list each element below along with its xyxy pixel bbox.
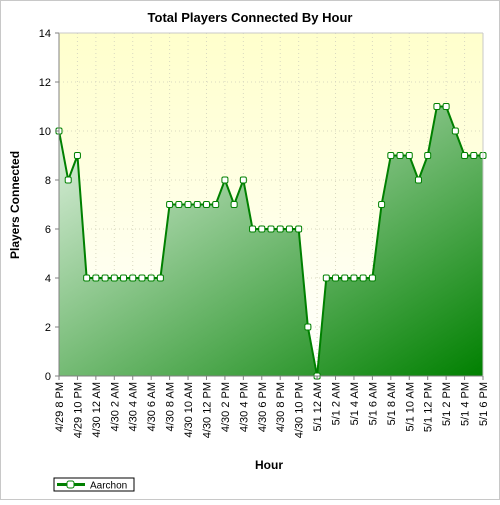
legend: Aarchon xyxy=(53,477,135,492)
data-point xyxy=(221,176,229,184)
data-point xyxy=(120,274,128,282)
legend-box xyxy=(53,477,135,492)
y-tick-label: 12 xyxy=(39,77,51,89)
x-tick-label: 5/1 6 PM xyxy=(478,382,490,426)
x-tick-label: 5/1 4 PM xyxy=(460,382,472,426)
data-point xyxy=(239,176,247,184)
x-tick-label: 5/1 12 PM xyxy=(423,382,435,432)
data-point xyxy=(166,201,174,208)
data-point xyxy=(230,201,238,208)
x-tick-label: 4/30 12 AM xyxy=(91,382,103,438)
x-tick-label: 4/30 2 PM xyxy=(220,382,232,432)
data-point xyxy=(83,274,91,282)
x-tick-label: 5/1 4 AM xyxy=(349,382,361,425)
x-tick-label: 4/30 6 AM xyxy=(146,382,158,432)
x-tick-label: 4/30 4 AM xyxy=(128,382,140,432)
data-point xyxy=(451,127,459,135)
y-tick-label: 0 xyxy=(45,371,51,383)
x-tick-label: 4/29 10 PM xyxy=(72,382,84,438)
data-point xyxy=(461,152,469,159)
data-point xyxy=(129,274,137,282)
data-point xyxy=(92,274,100,282)
data-point xyxy=(396,152,404,159)
y-tick-label: 10 xyxy=(39,126,51,138)
data-point xyxy=(359,274,367,282)
data-point xyxy=(304,323,312,331)
x-tick-label: 5/1 12 AM xyxy=(312,382,324,432)
y-tick-label: 8 xyxy=(45,175,51,187)
data-point xyxy=(101,274,109,282)
data-point xyxy=(470,152,478,159)
data-point xyxy=(341,274,349,282)
data-point xyxy=(249,225,257,233)
data-point xyxy=(258,225,266,233)
x-tick-label: 5/1 2 PM xyxy=(441,382,453,426)
y-tick-label: 2 xyxy=(45,322,51,334)
x-tick-label: 4/30 2 AM xyxy=(109,382,121,432)
data-point xyxy=(350,274,358,282)
x-axis-label: Hour xyxy=(255,458,283,472)
data-point xyxy=(433,103,441,110)
data-point xyxy=(332,274,340,282)
x-tick-label: 4/30 10 PM xyxy=(294,382,306,438)
data-point xyxy=(64,176,72,184)
data-point xyxy=(322,274,330,282)
legend-marker-swatch xyxy=(66,480,75,489)
y-axis-label: Players Connected xyxy=(8,151,22,259)
x-tick-label: 4/30 6 PM xyxy=(257,382,269,432)
x-tick-label: 5/1 6 AM xyxy=(367,382,379,425)
y-tick-label: 14 xyxy=(39,28,51,40)
data-point xyxy=(156,274,164,282)
legend-label: Aarchon xyxy=(90,481,127,492)
x-tick-label: 4/30 10 AM xyxy=(183,382,195,438)
data-point xyxy=(387,152,395,159)
data-point xyxy=(138,274,146,282)
x-tick-label: 5/1 10 AM xyxy=(404,382,416,432)
data-point xyxy=(212,201,220,208)
data-point xyxy=(193,201,201,208)
chart-title: Total Players Connected By Hour xyxy=(148,10,353,25)
x-tick-label: 5/1 8 AM xyxy=(386,382,398,425)
data-point xyxy=(267,225,275,233)
x-tick-label: 4/30 8 PM xyxy=(275,382,287,432)
data-point xyxy=(378,201,386,208)
data-point xyxy=(73,152,81,159)
x-tick-label: 4/30 4 PM xyxy=(238,382,250,432)
data-point xyxy=(405,152,413,159)
data-point xyxy=(414,176,422,184)
data-point xyxy=(442,103,450,110)
data-point xyxy=(147,274,155,282)
data-point xyxy=(184,201,192,208)
data-point xyxy=(202,201,210,208)
x-tick-label: 4/30 8 AM xyxy=(165,382,177,432)
x-tick-label: 4/30 12 PM xyxy=(201,382,213,438)
data-point xyxy=(424,152,432,159)
data-point xyxy=(285,225,293,233)
x-tick-label: 5/1 2 AM xyxy=(331,382,343,425)
data-point xyxy=(110,274,118,282)
series-area xyxy=(59,106,483,376)
y-tick-label: 6 xyxy=(45,224,51,236)
y-tick-label: 4 xyxy=(45,273,51,285)
x-tick-label: 4/29 8 PM xyxy=(54,382,66,432)
data-point xyxy=(175,201,183,208)
data-point xyxy=(368,274,376,282)
data-point xyxy=(295,225,303,233)
data-point xyxy=(276,225,284,233)
